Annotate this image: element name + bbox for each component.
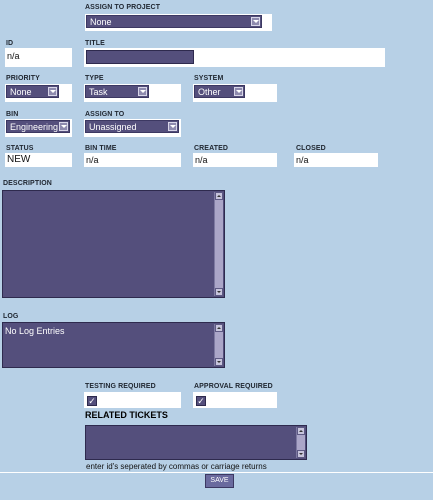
assign-to-label: ASSIGN TO: [85, 111, 125, 118]
check-icon: ✓: [88, 396, 96, 406]
scroll-up-icon[interactable]: [297, 427, 305, 435]
status-label: STATUS: [6, 145, 34, 152]
system-value: Other: [198, 87, 221, 97]
priority-value: None: [10, 87, 32, 97]
closed-field: n/a: [294, 153, 378, 167]
bin-value: Engineering: [10, 122, 59, 132]
description-label: DESCRIPTION: [3, 180, 52, 187]
priority-label: PRIORITY: [6, 75, 40, 82]
id-field: n/a: [5, 48, 72, 67]
related-tickets-scrollbar[interactable]: [296, 427, 305, 458]
testing-required-field: [84, 392, 181, 408]
created-field: n/a: [193, 153, 277, 167]
chevron-down-icon[interactable]: [138, 87, 147, 96]
scroll-up-icon[interactable]: [215, 192, 223, 200]
description-textarea[interactable]: [2, 190, 225, 298]
type-select[interactable]: Task: [85, 85, 149, 98]
status-field: NEW: [5, 153, 72, 167]
scroll-down-icon[interactable]: [215, 358, 223, 366]
approval-required-field: [193, 392, 277, 408]
priority-select[interactable]: None: [6, 85, 59, 98]
log-textarea[interactable]: No Log Entries: [2, 322, 225, 368]
check-icon: ✓: [197, 396, 205, 406]
divider: [0, 472, 433, 473]
log-text: No Log Entries: [5, 326, 65, 336]
status-value: NEW: [7, 154, 31, 165]
testing-required-label: TESTING REQUIRED: [85, 383, 156, 390]
log-scrollbar[interactable]: [214, 324, 223, 366]
approval-required-checkbox[interactable]: ✓: [196, 396, 206, 406]
chevron-down-icon[interactable]: [168, 122, 177, 131]
bin-time-label: BIN TIME: [85, 145, 117, 152]
log-label: LOG: [3, 313, 19, 320]
created-value: n/a: [195, 155, 208, 165]
title-input[interactable]: [86, 50, 194, 64]
assign-to-project-label: ASSIGN TO PROJECT: [85, 4, 161, 11]
chevron-down-icon[interactable]: [251, 17, 260, 26]
related-tickets-textarea[interactable]: [85, 425, 307, 460]
related-tickets-heading: RELATED TICKETS: [85, 410, 168, 420]
closed-value: n/a: [296, 155, 309, 165]
save-button[interactable]: SAVE: [205, 474, 234, 488]
chevron-down-icon[interactable]: [59, 122, 68, 131]
system-label: SYSTEM: [194, 75, 224, 82]
title-label: TITLE: [85, 40, 105, 47]
bin-time-value: n/a: [86, 155, 99, 165]
testing-required-checkbox[interactable]: ✓: [87, 396, 97, 406]
bin-label: BIN: [6, 111, 19, 118]
approval-required-label: APPROVAL REQUIRED: [194, 383, 273, 390]
assign-to-project-value: None: [90, 17, 112, 27]
chevron-down-icon[interactable]: [234, 87, 243, 96]
created-label: CREATED: [194, 145, 229, 152]
type-label: TYPE: [85, 75, 104, 82]
assign-to-select[interactable]: Unassigned: [85, 120, 179, 133]
scroll-down-icon[interactable]: [215, 288, 223, 296]
related-tickets-hint: enter id's seperated by commas or carria…: [86, 462, 267, 471]
scroll-down-icon[interactable]: [297, 450, 305, 458]
type-value: Task: [89, 87, 108, 97]
closed-label: CLOSED: [296, 145, 326, 152]
description-scrollbar[interactable]: [214, 192, 223, 296]
assign-to-value: Unassigned: [89, 122, 137, 132]
bin-select[interactable]: Engineering: [6, 120, 70, 133]
scroll-up-icon[interactable]: [215, 324, 223, 332]
chevron-down-icon[interactable]: [48, 87, 57, 96]
bin-time-field: n/a: [84, 153, 181, 167]
id-value: n/a: [7, 51, 20, 61]
assign-to-project-select[interactable]: None: [86, 15, 262, 28]
id-label: ID: [6, 40, 14, 47]
system-select[interactable]: Other: [194, 85, 245, 98]
